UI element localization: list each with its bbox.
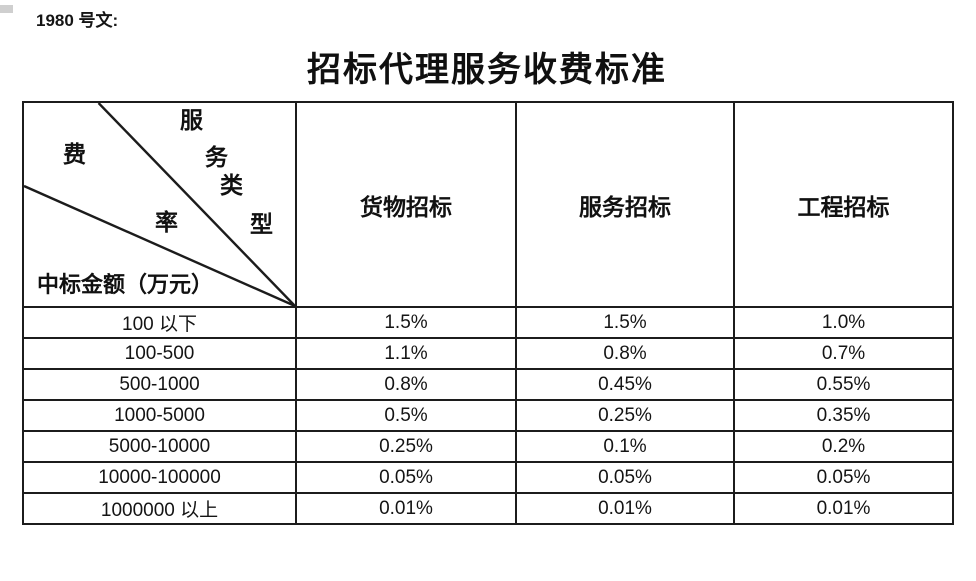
range-cell: 100 以下: [22, 306, 297, 339]
range-cell: 500-1000: [22, 368, 297, 401]
range-cell: 1000-5000: [22, 399, 297, 432]
range-cell: 100-500: [22, 337, 297, 370]
value-cell: 0.25%: [295, 430, 517, 463]
column-header-works: 工程招标: [733, 101, 954, 308]
diagonal-lines-icon: [25, 104, 294, 305]
value-cell: 1.5%: [295, 306, 517, 339]
value-cell: 0.1%: [515, 430, 735, 463]
table-row: 5000-10000 0.25% 0.1% 0.2%: [22, 430, 954, 463]
doc-number: 1980 号文:: [36, 11, 119, 30]
corner-char-service-3: 类: [220, 173, 243, 198]
table-row: 100 以下 1.5% 1.5% 1.0%: [22, 306, 954, 339]
corner-char-service-1: 服: [180, 108, 203, 133]
page-title: 招标代理服务收费标准: [307, 52, 667, 89]
value-cell: 0.01%: [515, 492, 735, 525]
corner-char-service-4: 型: [250, 212, 273, 237]
value-cell: 0.5%: [295, 399, 517, 432]
value-cell: 0.05%: [295, 461, 517, 494]
value-cell: 0.01%: [295, 492, 517, 525]
column-header-services: 服务招标: [515, 101, 735, 308]
value-cell: 0.2%: [733, 430, 954, 463]
table-row: 10000-100000 0.05% 0.05% 0.05%: [22, 461, 954, 494]
corner-cell: 服 费 务 类 率 型 中标金额（万元）: [22, 101, 297, 308]
value-cell: 0.45%: [515, 368, 735, 401]
corner-label-amount: 中标金额（万元）: [37, 272, 214, 297]
value-cell: 0.01%: [733, 492, 954, 525]
table-row: 1000-5000 0.5% 0.25% 0.35%: [22, 399, 954, 432]
value-cell: 1.0%: [733, 306, 954, 339]
value-cell: 1.1%: [295, 337, 517, 370]
column-header-goods: 货物招标: [295, 101, 517, 308]
value-cell: 0.05%: [515, 461, 735, 494]
range-cell: 1000000 以上: [22, 492, 297, 525]
corner-char-fee: 费: [63, 142, 86, 167]
range-cell: 10000-100000: [22, 461, 297, 494]
value-cell: 0.55%: [733, 368, 954, 401]
scan-artifact: [0, 5, 13, 13]
corner-char-rate: 率: [155, 210, 178, 235]
value-cell: 1.5%: [515, 306, 735, 339]
corner-char-service-2: 务: [205, 145, 228, 170]
value-cell: 0.35%: [733, 399, 954, 432]
value-cell: 0.25%: [515, 399, 735, 432]
value-cell: 0.8%: [515, 337, 735, 370]
value-cell: 0.05%: [733, 461, 954, 494]
table-row: 500-1000 0.8% 0.45% 0.55%: [22, 368, 954, 401]
header-row: 服 费 务 类 率 型 中标金额（万元） 货物招标 服务招标 工程招标: [22, 101, 954, 308]
table-row: 100-500 1.1% 0.8% 0.7%: [22, 337, 954, 370]
fee-table: 服 费 务 类 率 型 中标金额（万元） 货物招标 服务招标 工程招标 100 …: [22, 101, 954, 525]
value-cell: 0.7%: [733, 337, 954, 370]
table-row: 1000000 以上 0.01% 0.01% 0.01%: [22, 492, 954, 525]
value-cell: 0.8%: [295, 368, 517, 401]
range-cell: 5000-10000: [22, 430, 297, 463]
